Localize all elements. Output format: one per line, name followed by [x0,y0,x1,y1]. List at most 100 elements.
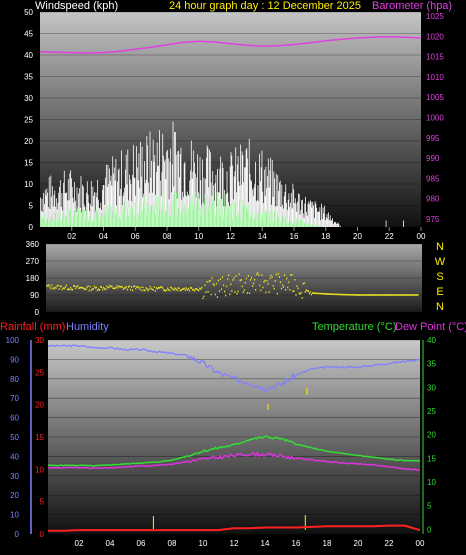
wind-direction-point [146,288,148,290]
wind-direction-point [416,294,418,296]
wind-direction-point [291,274,293,276]
wind-direction-point [178,287,180,290]
wind-direction-point [209,279,211,282]
wind-direction-point [359,294,361,296]
wind-direction-point [50,287,52,290]
thr-x-tick-label: 08 [168,539,177,548]
wind-direction-point [234,291,236,293]
wind-direction-point [98,289,101,291]
wind-direction-point [156,287,159,290]
wind-direction-point [198,289,200,292]
wind-direction-point [357,294,359,296]
wind-direction-point [161,287,164,289]
temperature-y-ticks: 0 5 10 15 20 25 30 35 40 [427,336,436,534]
wind-direction-point [67,288,70,291]
wind-direction-point [406,294,408,296]
rainfall-axis-label: Rainfall (mm) [0,321,65,333]
temperature-y-tick-label: 35 [427,360,436,369]
barometer-y-tick-label: 1000 [426,113,444,122]
wind-direction-point [186,288,189,291]
wind-direction-point [371,294,374,296]
wind-direction-point [289,288,291,291]
wind-direction-point [337,293,339,296]
barometer-y-ticks: 975 980 985 990 995 1000 1005 1010 1015 1020 1025 [426,12,444,224]
wind-direction-point [294,278,296,281]
wind-direction-point [165,289,167,292]
barometer-y-tick-label: 990 [426,154,440,163]
wind-direction-point [318,292,320,295]
direction-degree-label: 0 [35,308,40,317]
wind-direction-point [76,285,78,288]
temperature-line [47,435,420,467]
wind-x-tick-label: 00 [417,232,426,241]
thr-x-tick-label: 04 [106,539,115,548]
wind-direction-point [136,286,138,288]
wind-direction-point [158,287,161,289]
wind-direction-point [333,293,335,296]
wind-direction-point [143,289,145,292]
compass-letter-label: E [436,286,443,298]
wind-direction-point [127,286,130,288]
wind-direction-point [147,289,149,292]
direction-degree-label: 270 [26,257,40,266]
wind-direction-point [86,286,88,289]
wind-direction-point [239,279,241,282]
rainfall-line [48,524,421,532]
wind-direction-point [244,282,246,284]
wind-direction-point [168,289,170,291]
rainfall-y-tick-label: 10 [35,465,44,474]
wind-direction-point [361,294,363,296]
wind-direction-point [100,286,103,289]
wind-direction-point [70,288,73,291]
wind-direction-point [157,286,160,289]
wind-x-tick-label: 20 [353,232,362,241]
wind-direction-point [417,294,419,296]
wind-direction-point [207,290,209,293]
wind-direction-point [236,292,238,295]
wind-direction-point [399,294,402,296]
wind-direction-point [355,294,357,296]
wind-direction-point [271,276,273,279]
wind-direction-points [46,272,419,300]
wind-direction-point [225,294,227,297]
wind-direction-point [315,292,317,295]
wind-direction-point [329,293,331,295]
wind-direction-point [52,287,54,289]
wind-direction-point [135,287,137,290]
wind-direction-point [313,292,316,295]
wind-speed-bars [40,121,404,227]
wind-direction-point [349,293,351,296]
wind-direction-point [334,293,336,296]
wind-direction-point [376,294,378,296]
temp-humidity-rain-panel: 0 10 20 30 40 50 60 70 80 90 100 0 5 10 15 20 25 30 0 5 10… [0,321,466,548]
wind-direction-point [325,293,327,295]
wind-x-tick-label: 12 [226,232,235,241]
wind-direction-point [372,294,375,296]
wind-x-tick-label: 10 [194,232,203,241]
wind-direction-point [276,292,278,295]
wind-x-tick-label: 08 [163,232,172,241]
thr-x-tick-label: 14 [261,539,270,548]
wind-direction-point [305,289,307,291]
wind-direction-point [262,286,264,289]
wind-direction-point [254,278,256,281]
wind-direction-point [226,285,228,288]
temperature-y-tick-label: 40 [427,336,436,345]
wind-direction-point [141,289,143,292]
wind-direction-point [218,290,221,293]
barometer-y-tick-label: 1025 [426,12,444,21]
wind-direction-point [396,294,398,296]
wind-direction-point [191,289,194,291]
wind-direction-point [246,292,248,294]
wind-direction-point [304,291,306,293]
wind-direction-point [266,280,268,282]
wind-direction-point [379,294,381,296]
wind-direction-point [159,286,162,289]
wind-direction-point [339,293,342,296]
temperature-y-tick-label: 5 [427,502,432,511]
wind-direction-point [352,294,354,296]
humidity-y-tick-label: 100 [6,336,20,345]
wind-direction-point [125,285,128,288]
wind-direction-point [224,290,226,293]
